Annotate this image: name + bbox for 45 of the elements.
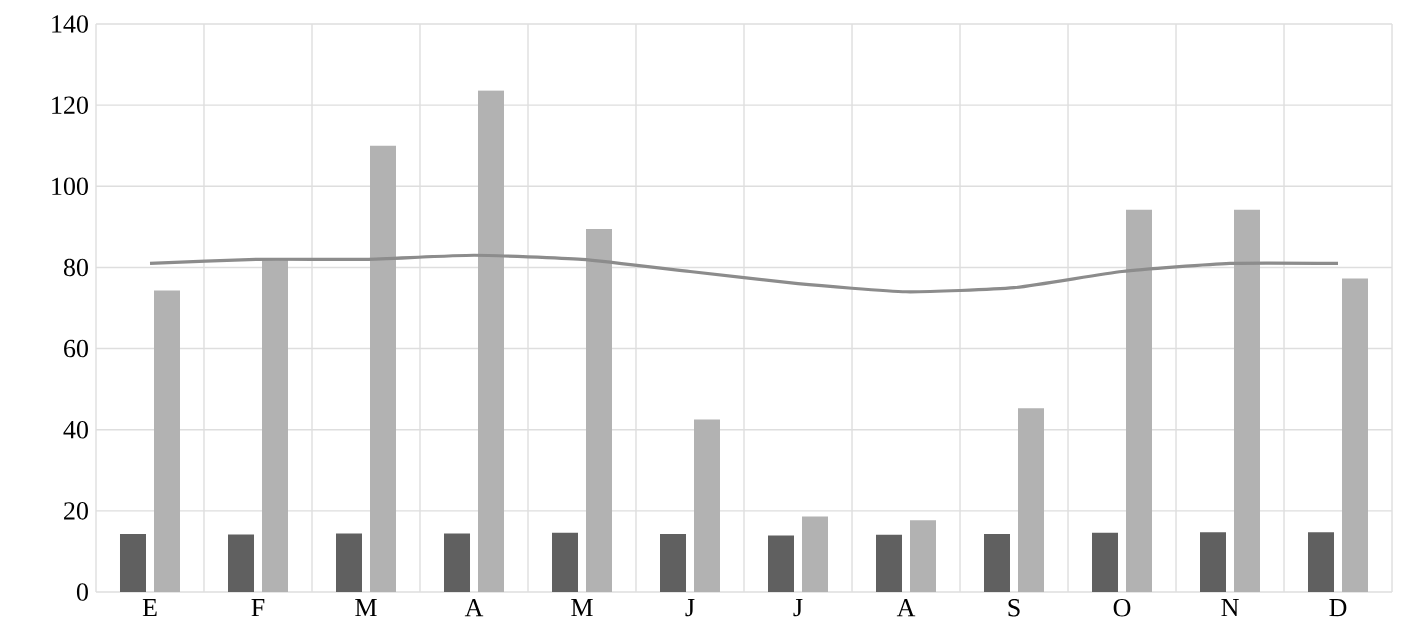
bar: [262, 259, 288, 592]
bar: [694, 419, 720, 592]
bar: [444, 533, 471, 592]
x-tick-label: J: [793, 599, 803, 617]
y-tick-label: 20: [64, 502, 88, 520]
bar: [1126, 209, 1153, 592]
y-tick-label: 40: [63, 420, 88, 439]
y-tick-label: 0: [76, 583, 88, 601]
bar: [910, 520, 936, 592]
y-tick-label: 140: [52, 15, 88, 33]
y-tick-label: 60: [64, 339, 88, 358]
y-tick-label: 120: [52, 96, 88, 114]
bar: [802, 516, 828, 592]
bar: [1200, 532, 1226, 592]
y-tick-label: 100: [52, 177, 88, 196]
line-series: [148, 253, 1340, 294]
x-tick-label: M: [571, 599, 593, 617]
x-tick-label: J: [685, 599, 695, 617]
bar: [1234, 209, 1260, 592]
bar: [1308, 532, 1335, 592]
x-tick-label: N: [1221, 599, 1239, 617]
x-tick-label: E: [142, 599, 157, 617]
bar: [768, 535, 794, 592]
bar: [1018, 408, 1044, 592]
bar: [876, 534, 903, 592]
bar: [984, 533, 1010, 592]
bar: [228, 534, 255, 592]
x-tick-label: O: [1113, 599, 1131, 617]
y-tick-label: 80: [63, 258, 88, 277]
bar: [336, 533, 362, 592]
bar: [586, 228, 612, 592]
bar: [1092, 532, 1119, 592]
x-tick-label: D: [1329, 599, 1347, 617]
bar: [478, 90, 504, 592]
bar: [1342, 278, 1369, 592]
x-tick-label: A: [464, 599, 484, 617]
x-tick-label: A: [896, 599, 916, 617]
bar: [660, 533, 687, 592]
x-tick-label: F: [251, 599, 265, 617]
bar: [154, 290, 180, 592]
x-tick-label: M: [355, 599, 377, 617]
bar: [552, 532, 578, 592]
x-tick-label: S: [1008, 599, 1020, 617]
bar: [370, 145, 396, 592]
bar: [120, 533, 146, 592]
